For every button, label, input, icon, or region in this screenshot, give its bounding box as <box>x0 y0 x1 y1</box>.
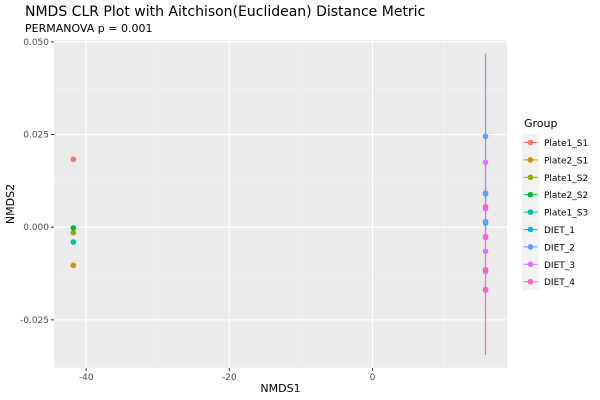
legend-key-point-plate2-s2 <box>527 191 534 198</box>
point-diet-4 <box>482 266 489 273</box>
legend-items: Plate1_S1 Plate2_S1 Plate1_S2 Plate2_S2 Plat… <box>522 134 588 291</box>
point-diet-2 <box>482 133 489 140</box>
legend-label-plate1-s3: Plate1_S3 <box>544 209 588 219</box>
legend-key-point-plate1-s3 <box>527 209 534 215</box>
legend-label-plate1-s1: Plate1_S1 <box>544 139 588 149</box>
legend-label-diet-1: DIET_1 <box>544 226 575 236</box>
point-diet-3 <box>482 159 489 166</box>
legend-key-point-plate1-s1 <box>527 139 534 146</box>
legend-label-plate2-s2: Plate2_S2 <box>544 191 588 201</box>
y-axis-title: NMDS2 <box>4 184 17 224</box>
legend-key-point-plate1-s2 <box>527 174 534 181</box>
point-plate2-s1 <box>70 262 77 269</box>
y-tick-label: 0.050 <box>23 38 49 48</box>
legend-label-diet-4: DIET_4 <box>544 278 575 288</box>
legend-key-point-plate2-s1 <box>527 157 534 163</box>
legend-label-plate1-s2: Plate1_S2 <box>544 174 588 184</box>
point-plate2-s2 <box>70 225 77 231</box>
point-diet-2 <box>482 218 489 225</box>
chart-subtitle: PERMANOVA p = 0.001 <box>25 22 152 35</box>
point-diet-4 <box>482 234 489 241</box>
legend-key-point-diet-3 <box>527 261 534 268</box>
x-tick-label: 0 <box>370 373 376 383</box>
y-tick-label: 0.000 <box>23 223 49 233</box>
point-diet-2 <box>482 190 489 196</box>
point-diet-4 <box>482 287 489 293</box>
point-plate1-s1 <box>70 156 77 163</box>
grid-minor <box>54 40 507 368</box>
grid-major <box>54 40 507 368</box>
legend-title: Group <box>524 117 558 130</box>
y-tick-label: 0.025 <box>23 131 49 141</box>
legend-label-plate2-s1: Plate2_S1 <box>544 156 588 166</box>
chart-title: NMDS CLR Plot with Aitchison(Euclidean) … <box>25 4 425 20</box>
legend: Group Plate1_S1 Plate2_S1 Plate1_S2 Plate2_… <box>522 117 588 291</box>
y-axis-ticks: -0.025 0.000 0.025 0.050 <box>20 38 54 326</box>
x-tick-label: -20 <box>222 373 237 383</box>
point-plate1-s3 <box>70 239 77 245</box>
legend-key-point-diet-1 <box>527 226 534 233</box>
legend-label-diet-2: DIET_2 <box>544 243 575 253</box>
x-axis-title: NMDS1 <box>260 382 300 395</box>
legend-label-diet-3: DIET_3 <box>544 261 575 271</box>
y-tick-label: -0.025 <box>20 316 49 326</box>
x-tick-label: -40 <box>79 373 94 383</box>
data-points <box>70 133 489 293</box>
plot-panel <box>54 40 507 368</box>
point-diet-3 <box>482 248 489 255</box>
legend-key-point-diet-4 <box>527 278 534 285</box>
point-plate1-s2 <box>70 229 77 236</box>
point-diet-4 <box>482 203 489 210</box>
x-axis-ticks: -40 -20 0 <box>79 368 376 383</box>
legend-key-point-diet-2 <box>527 244 534 250</box>
